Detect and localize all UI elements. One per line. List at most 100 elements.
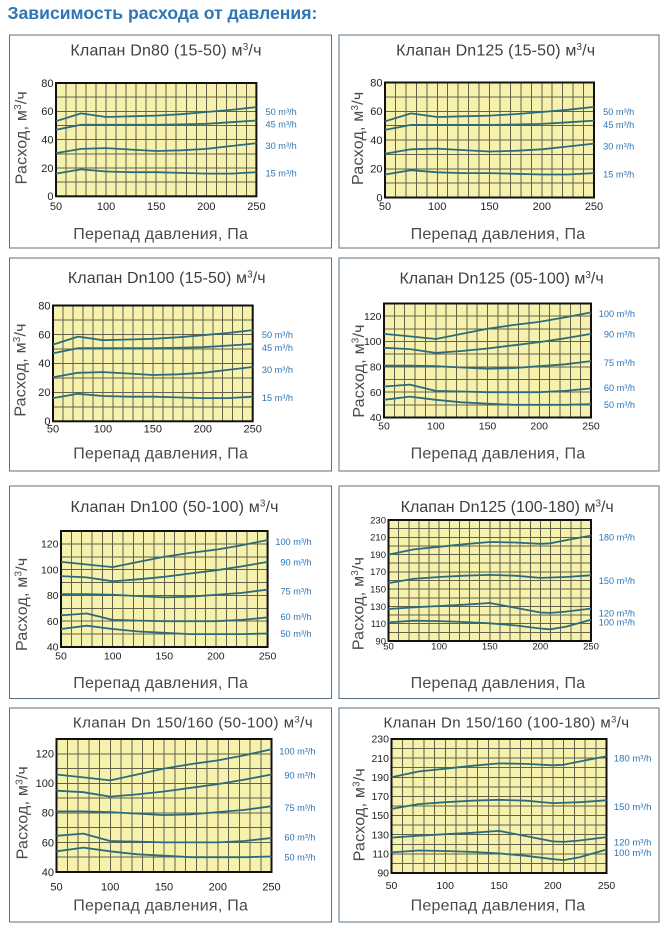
svg-text:80: 80 [41,78,53,90]
svg-text:90: 90 [375,636,386,647]
svg-text:200: 200 [197,201,215,213]
svg-text:110: 110 [372,849,389,861]
svg-text:30 m³/h: 30 m³/h [603,142,634,152]
svg-text:Клапан Dn100 (50-100) м3/ч: Клапан Dn100 (50-100) м3/ч [71,499,279,516]
svg-text:50 m³/h: 50 m³/h [603,107,634,117]
svg-text:250: 250 [582,421,600,433]
svg-text:Перепад давления, Па: Перепад давления, Па [73,675,248,692]
svg-text:40: 40 [38,358,50,370]
svg-text:100: 100 [94,423,112,435]
svg-text:250: 250 [585,201,603,213]
svg-text:60: 60 [370,106,382,118]
svg-text:100: 100 [104,650,122,662]
svg-text:100: 100 [101,881,119,893]
svg-text:90: 90 [377,868,389,880]
svg-text:75 m³/h: 75 m³/h [604,358,635,368]
svg-text:75 m³/h: 75 m³/h [280,586,311,596]
svg-text:45 m³/h: 45 m³/h [603,120,634,130]
svg-text:50: 50 [55,650,67,662]
svg-text:100 m³/h: 100 m³/h [599,618,635,628]
svg-text:Клапан Dn125 (100-180) м3/ч: Клапан Dn125 (100-180) м3/ч [401,499,614,516]
svg-text:200: 200 [207,650,225,662]
svg-text:15 m³/h: 15 m³/h [603,169,634,179]
svg-text:100: 100 [364,336,382,348]
svg-text:50 m³/h: 50 m³/h [266,107,297,117]
svg-text:150: 150 [147,201,165,213]
svg-text:210: 210 [370,533,386,544]
svg-text:Расход, м3/ч: Расход, м3/ч [12,323,29,416]
svg-text:15 m³/h: 15 m³/h [266,168,297,178]
svg-text:200: 200 [530,421,548,433]
svg-text:120: 120 [364,311,382,323]
svg-text:100: 100 [36,778,54,790]
svg-text:60 m³/h: 60 m³/h [604,383,635,393]
svg-text:150: 150 [156,650,174,662]
svg-text:90 m³/h: 90 m³/h [284,770,315,780]
svg-text:150 m³/h: 150 m³/h [599,576,635,586]
svg-text:210: 210 [371,753,389,765]
svg-text:Расход, м3/ч: Расход, м3/ч [351,768,368,861]
svg-text:45 m³/h: 45 m³/h [266,120,297,130]
svg-text:50 m³/h: 50 m³/h [262,330,293,340]
svg-text:100: 100 [431,642,447,653]
svg-text:250: 250 [259,650,277,662]
svg-text:75 m³/h: 75 m³/h [284,803,315,813]
svg-text:250: 250 [247,201,265,213]
svg-text:200: 200 [544,880,562,892]
svg-text:190: 190 [371,772,389,784]
svg-text:60: 60 [370,387,382,399]
svg-text:150: 150 [155,881,173,893]
svg-text:120 m³/h: 120 m³/h [599,609,635,619]
svg-text:50: 50 [47,423,59,435]
svg-text:40: 40 [41,135,53,147]
svg-text:130: 130 [370,602,386,613]
svg-text:0: 0 [376,192,382,204]
svg-text:Клапан Dn 150/160 (100-180) м3: Клапан Dn 150/160 (100-180) м3/ч [384,715,630,732]
svg-text:30 m³/h: 30 m³/h [262,365,293,375]
svg-text:180 m³/h: 180 m³/h [614,754,652,765]
svg-text:150: 150 [480,201,498,213]
svg-text:Расход, м3/ч: Расход, м3/ч [350,92,367,185]
svg-text:100: 100 [97,201,115,213]
svg-text:Расход, м3/ч: Расход, м3/ч [13,91,30,184]
svg-text:80: 80 [370,77,382,89]
svg-text:80: 80 [47,590,59,602]
svg-text:200: 200 [209,881,227,893]
svg-text:130: 130 [371,829,389,841]
svg-text:15 m³/h: 15 m³/h [262,393,293,403]
svg-text:60 m³/h: 60 m³/h [280,612,311,622]
svg-text:20: 20 [41,163,53,175]
svg-text:50: 50 [386,880,398,892]
svg-text:0: 0 [47,191,53,203]
svg-text:Перепад давления, Па: Перепад давления, Па [411,446,586,463]
svg-text:170: 170 [370,567,386,578]
svg-text:Перепад давления, Па: Перепад давления, Па [411,675,586,692]
svg-text:90 m³/h: 90 m³/h [280,558,311,568]
svg-text:Расход, м3/ч: Расход, м3/ч [350,557,367,650]
svg-text:30 m³/h: 30 m³/h [266,141,297,151]
svg-text:90 m³/h: 90 m³/h [604,330,635,340]
svg-text:250: 250 [583,642,599,653]
svg-text:50: 50 [383,642,394,653]
svg-text:20: 20 [370,164,382,176]
svg-text:Перепад давления, Па: Перепад давления, Па [411,898,586,915]
svg-text:200: 200 [194,423,212,435]
svg-text:45 m³/h: 45 m³/h [262,343,293,353]
svg-text:150: 150 [479,421,497,433]
svg-text:150: 150 [490,880,508,892]
svg-text:80: 80 [370,362,382,374]
svg-text:40: 40 [47,642,59,654]
svg-text:100: 100 [436,880,454,892]
svg-text:Перепад давления, Па: Перепад давления, Па [73,446,248,463]
svg-text:Клапан Dn125 (05-100) м3/ч: Клапан Dn125 (05-100) м3/ч [399,270,603,287]
svg-text:110: 110 [371,619,386,630]
svg-text:Клапан Dn 150/160 (50-100) м3/: Клапан Dn 150/160 (50-100) м3/ч [73,715,313,732]
svg-text:40: 40 [370,412,382,424]
svg-text:Зависимость расхода от давлени: Зависимость расхода от давления: [8,3,318,23]
svg-text:180 m³/h: 180 m³/h [599,533,635,543]
svg-text:100: 100 [428,201,446,213]
svg-text:Клапан Dn80 (15-50) м3/ч: Клапан Dn80 (15-50) м3/ч [70,42,261,59]
svg-text:150: 150 [370,585,386,596]
svg-text:150: 150 [144,423,162,435]
svg-text:Перепад давления, Па: Перепад давления, Па [411,226,586,243]
